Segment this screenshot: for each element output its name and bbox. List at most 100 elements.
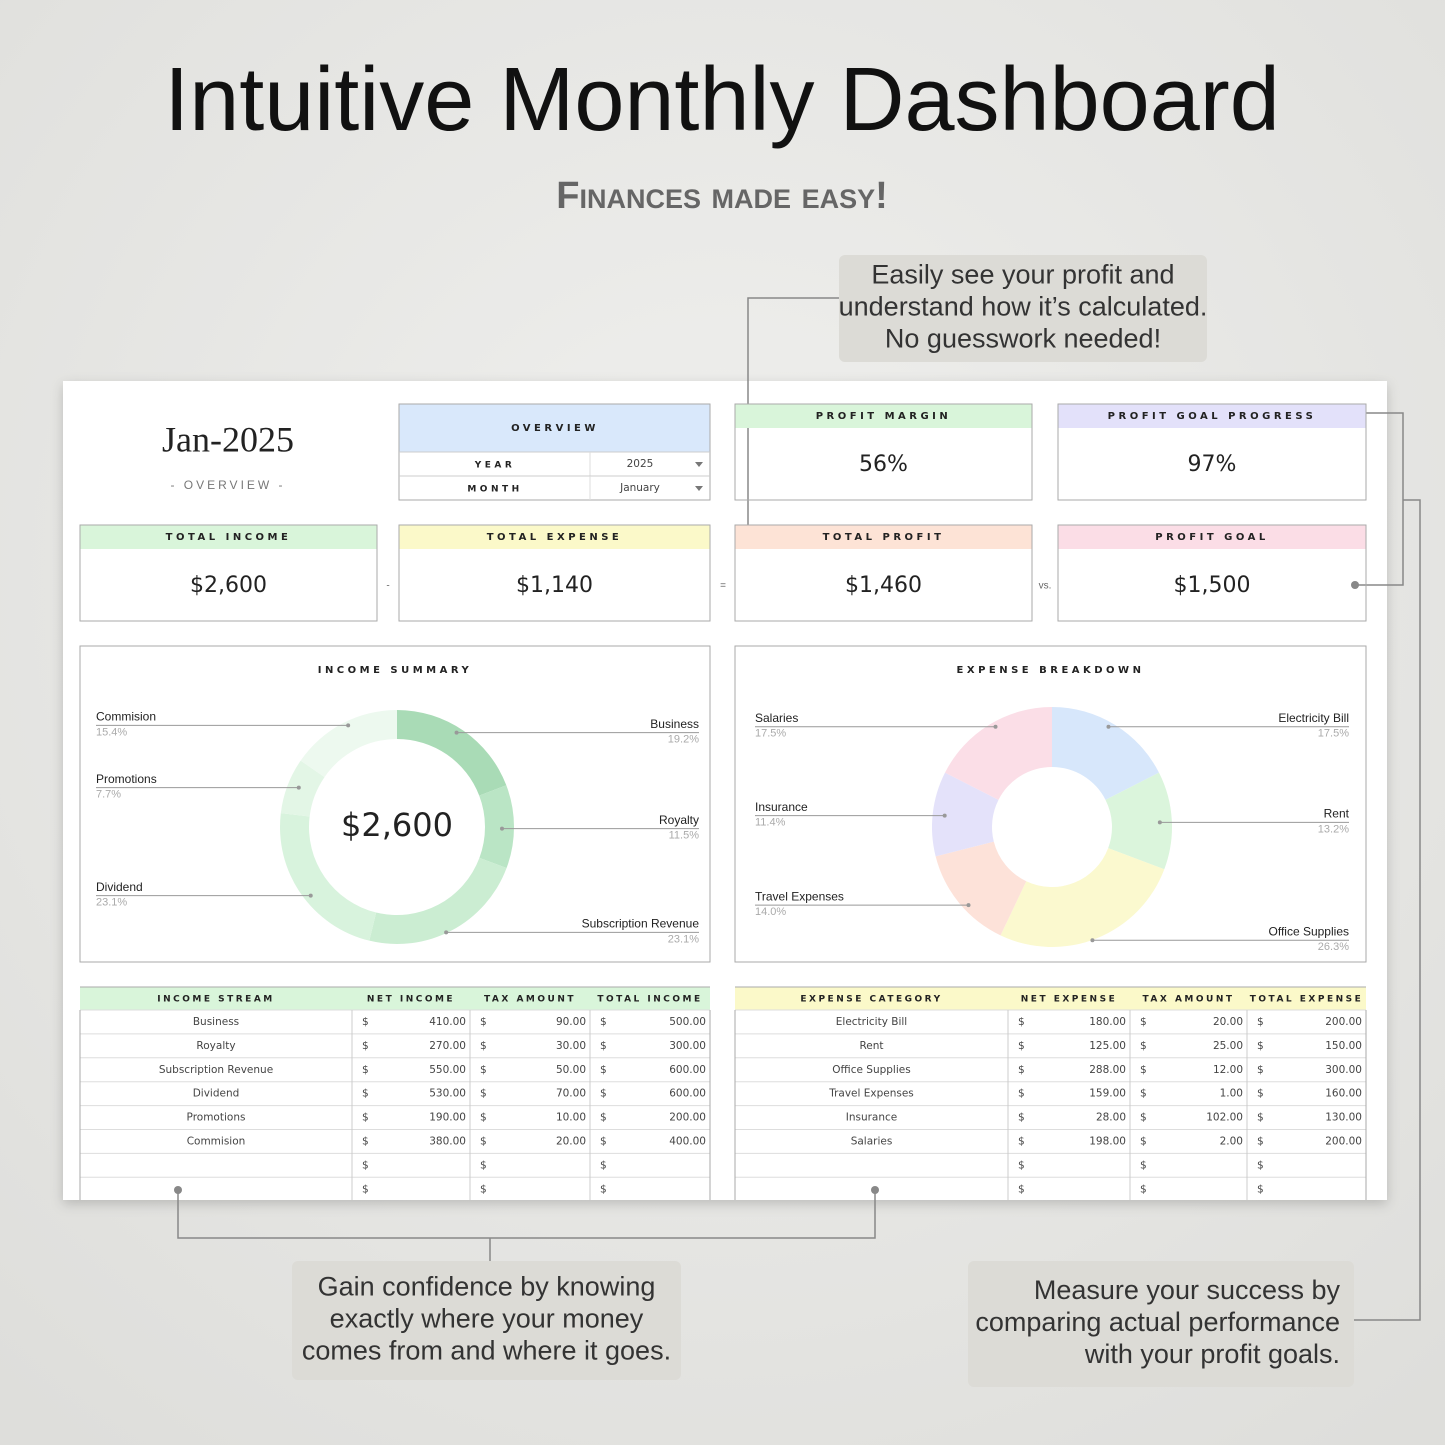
currency-symbol: $ <box>600 1040 607 1052</box>
operator: = <box>720 581 726 592</box>
currency-symbol: $ <box>1257 1136 1264 1148</box>
currency-symbol: $ <box>1018 1040 1025 1052</box>
amount: 200.00 <box>1325 1136 1362 1148</box>
amount: 150.00 <box>1325 1040 1362 1052</box>
tile-label: PROFIT MARGIN <box>816 411 952 422</box>
amount: 28.00 <box>1096 1112 1126 1124</box>
amount: 20.00 <box>1213 1016 1243 1028</box>
chart-title: EXPENSE BREAKDOWN <box>957 665 1145 676</box>
tile-value: $2,600 <box>190 573 267 598</box>
callout-text: Gain confidence by knowing <box>318 1272 656 1302</box>
currency-symbol: $ <box>1257 1112 1264 1124</box>
leader-dot <box>1090 938 1095 943</box>
row-name: Travel Expenses <box>828 1088 914 1100</box>
callout-text: Easily see your profit and <box>871 260 1174 290</box>
overview-label: MONTH <box>467 485 522 495</box>
currency-symbol: $ <box>1140 1159 1147 1171</box>
tile <box>79 524 378 622</box>
amount: 380.00 <box>429 1136 466 1148</box>
currency-symbol: $ <box>362 1064 369 1076</box>
amount: 1.00 <box>1220 1088 1243 1100</box>
tile-header <box>735 404 1032 428</box>
operator: vs. <box>1039 581 1052 592</box>
slice-label: Salaries <box>755 711 798 725</box>
callout-text: with your profit goals. <box>1084 1339 1340 1369</box>
amount: 90.00 <box>556 1016 586 1028</box>
callout-box <box>839 255 1207 362</box>
callout-text: Measure your success by <box>1034 1275 1341 1305</box>
callout-text: comes from and where it goes. <box>302 1336 671 1366</box>
column-header: NET EXPENSE <box>1021 995 1117 1005</box>
amount: 10.00 <box>556 1112 586 1124</box>
tile-label: PROFIT GOAL PROGRESS <box>1108 411 1317 422</box>
amount: 125.00 <box>1089 1040 1126 1052</box>
currency-symbol: $ <box>362 1136 369 1148</box>
slice-label: Rent <box>1324 807 1350 821</box>
page-title: Intuitive Monthly Dashboard <box>164 50 1280 150</box>
row-name: Subscription Revenue <box>159 1064 273 1076</box>
donut-slice <box>397 710 507 796</box>
period-caption: - OVERVIEW - <box>170 478 285 492</box>
currency-symbol: $ <box>480 1183 487 1195</box>
callout-text: understand how it’s calculated. <box>839 292 1208 322</box>
currency-symbol: $ <box>480 1040 487 1052</box>
overview-title: OVERVIEW <box>511 423 599 434</box>
currency-symbol: $ <box>1140 1088 1147 1100</box>
slice-value-label: 11.5% <box>669 830 700 842</box>
callout-text: No guesswork needed! <box>885 324 1161 354</box>
page-subtitle: Finances made easy! <box>556 175 888 217</box>
slice-label: Commision <box>96 710 156 724</box>
amount: 300.00 <box>1325 1064 1362 1076</box>
slice-value-label: 11.4% <box>755 817 786 829</box>
currency-symbol: $ <box>480 1064 487 1076</box>
tile <box>1057 403 1367 501</box>
leader-dot <box>346 723 351 728</box>
donut-slice <box>1052 707 1159 800</box>
currency-symbol: $ <box>600 1016 607 1028</box>
slice-value-label: 19.2% <box>668 734 699 746</box>
row-name: Electricity Bill <box>836 1016 907 1028</box>
overview-header <box>399 404 710 452</box>
column-header: TOTAL EXPENSE <box>1250 995 1364 1005</box>
currency-symbol: $ <box>1257 1064 1264 1076</box>
currency-symbol: $ <box>362 1040 369 1052</box>
tile-header <box>80 525 377 549</box>
currency-symbol: $ <box>480 1088 487 1100</box>
slice-label: Subscription Revenue <box>582 917 700 931</box>
currency-symbol: $ <box>1257 1040 1264 1052</box>
tile <box>734 403 1033 501</box>
tile-header <box>1058 525 1366 549</box>
row-name: Business <box>193 1016 239 1028</box>
leader-dot <box>993 724 998 729</box>
currency-symbol: $ <box>1257 1183 1264 1195</box>
currency-symbol: $ <box>480 1016 487 1028</box>
dropdown-arrow[interactable] <box>695 462 703 467</box>
slice-value-label: 15.4% <box>96 726 127 738</box>
currency-symbol: $ <box>1018 1016 1025 1028</box>
currency-symbol: $ <box>1018 1088 1025 1100</box>
amount: 410.00 <box>429 1016 466 1028</box>
donut-slice <box>369 857 507 944</box>
leader-dot <box>296 785 301 790</box>
tile-header <box>1058 404 1366 428</box>
slice-label: Electricity Bill <box>1278 711 1349 725</box>
tile-value: $1,140 <box>516 573 593 598</box>
donut-slice <box>300 710 397 778</box>
slice-label: Dividend <box>96 880 143 894</box>
tile-header <box>735 525 1032 549</box>
tile-label: TOTAL PROFIT <box>823 532 945 543</box>
row-name: Promotions <box>187 1112 246 1124</box>
tile-value: 56% <box>859 452 908 477</box>
leader-dot <box>454 730 459 735</box>
column-header: TAX AMOUNT <box>484 995 576 1005</box>
dropdown-arrow[interactable] <box>695 486 703 491</box>
donut-slice <box>945 707 1052 800</box>
currency-symbol: $ <box>600 1183 607 1195</box>
leader-dot <box>966 903 971 908</box>
row-name: Rent <box>859 1040 883 1052</box>
tile-value: $1,500 <box>1174 573 1251 598</box>
donut-slice <box>1000 848 1165 947</box>
amount: 200.00 <box>669 1112 706 1124</box>
tile-label: TOTAL INCOME <box>166 532 292 543</box>
row-name: Commision <box>187 1136 246 1148</box>
